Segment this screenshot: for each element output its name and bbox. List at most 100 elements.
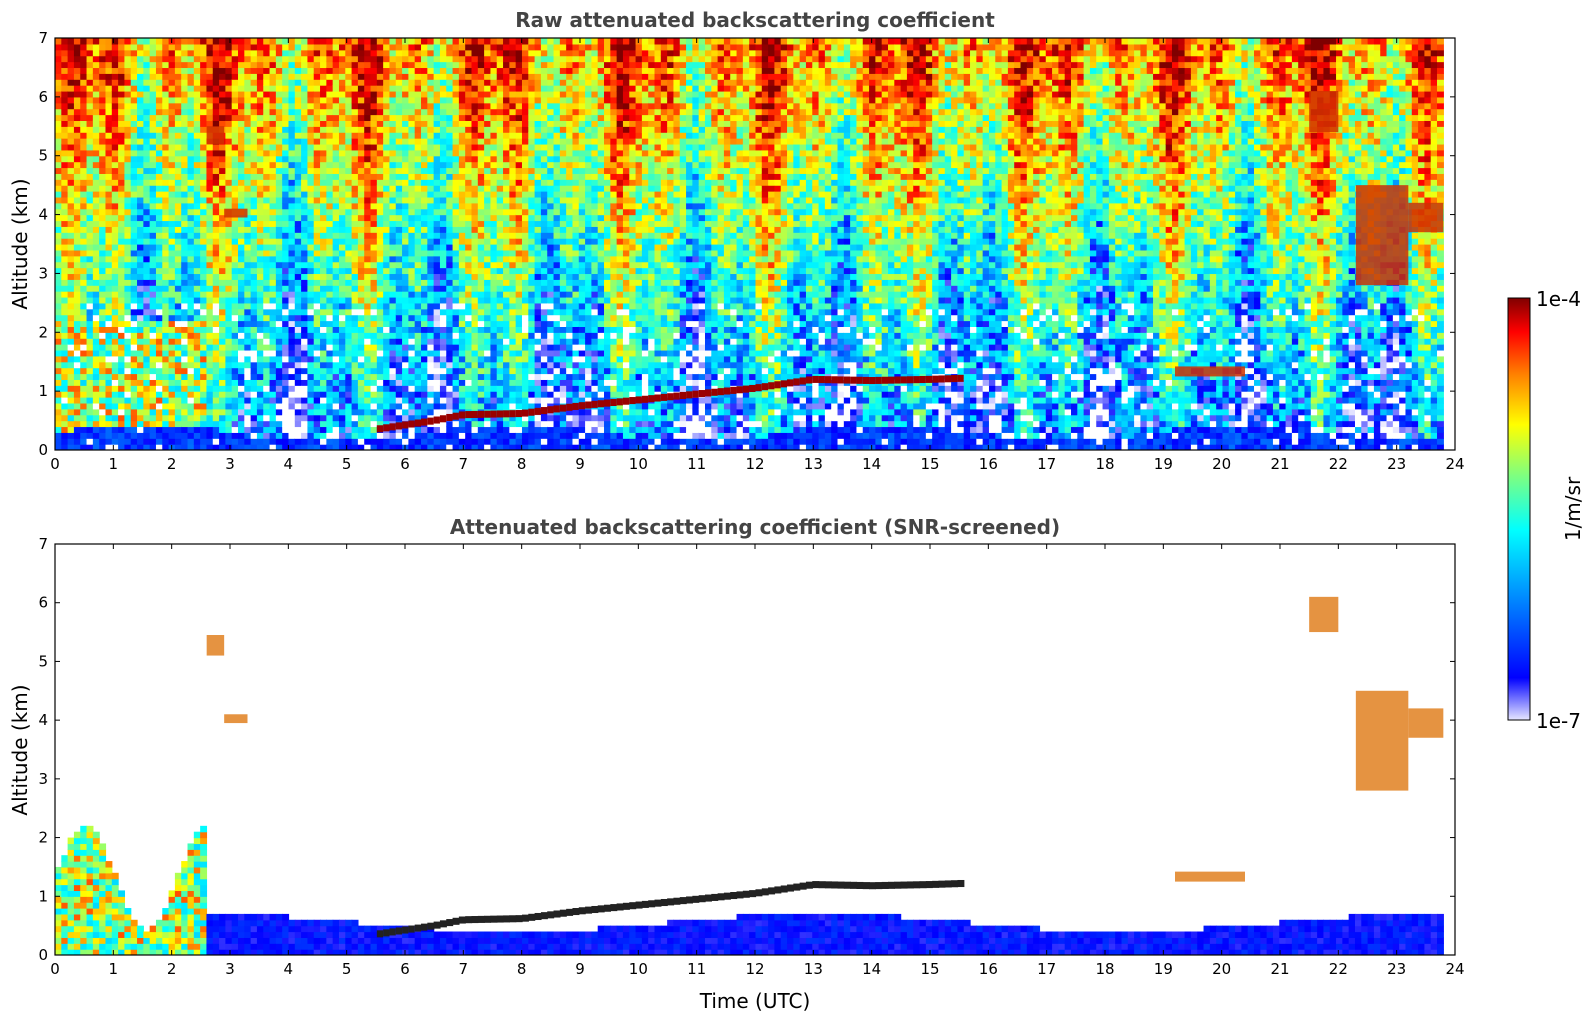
heatmap-cell <box>427 267 435 275</box>
heatmap-cell <box>427 314 435 322</box>
heatmap-cell <box>111 179 119 186</box>
heatmap-cell <box>86 49 94 57</box>
heatmap-cell <box>364 302 372 310</box>
heatmap-cell <box>55 220 62 227</box>
heatmap-cell <box>345 102 353 110</box>
heatmap-cell <box>351 314 359 322</box>
heatmap-cell <box>238 308 245 316</box>
heatmap-cell <box>130 296 138 304</box>
heatmap-cell <box>137 273 144 280</box>
heatmap-cell <box>124 38 132 45</box>
heatmap-cell <box>414 273 422 280</box>
heatmap-cell <box>446 108 454 116</box>
heatmap-cell <box>92 408 100 416</box>
heatmap-cell <box>111 438 119 445</box>
heatmap-cell <box>320 285 327 292</box>
heatmap-cell <box>263 438 271 445</box>
heatmap-cell <box>439 120 447 127</box>
heatmap-cell <box>465 49 473 57</box>
heatmap-cell <box>80 279 88 286</box>
heatmap-cell <box>421 49 428 57</box>
heatmap-cell <box>338 314 346 322</box>
heatmap-cell <box>351 173 359 180</box>
heatmap-cell <box>395 373 403 380</box>
heatmap-cell <box>86 273 94 280</box>
heatmap-cell <box>275 126 283 133</box>
heatmap-cell <box>496 391 504 398</box>
heatmap-cell <box>105 38 113 45</box>
heatmap-cell <box>86 391 94 398</box>
heatmap-cell <box>212 302 220 310</box>
heatmap-cell <box>155 208 163 216</box>
heatmap-cell <box>238 114 245 121</box>
heatmap-cell <box>73 273 81 280</box>
heatmap-cell <box>357 143 365 151</box>
heatmap-cell <box>256 55 264 63</box>
heatmap-cell <box>212 402 220 410</box>
heatmap-cell <box>92 432 100 439</box>
heatmap-cell <box>250 214 258 222</box>
heatmap-cell <box>364 414 372 422</box>
heatmap-cell <box>61 291 69 298</box>
heatmap-cell <box>155 420 163 428</box>
heatmap-cell <box>244 402 252 410</box>
heatmap-cell <box>80 326 88 333</box>
heatmap-cell <box>332 344 340 351</box>
heatmap-cell <box>320 191 327 198</box>
heatmap-cell <box>73 90 81 98</box>
heatmap-cell <box>490 426 498 433</box>
heatmap-cell <box>250 55 258 63</box>
heatmap-cell <box>212 173 220 180</box>
heatmap-cell <box>307 344 315 351</box>
heatmap-cell <box>490 338 498 345</box>
heatmap-cell <box>238 367 245 375</box>
heatmap-cell <box>357 332 365 339</box>
heatmap-cell <box>111 379 119 386</box>
heatmap-cell <box>168 226 176 233</box>
heatmap-cell <box>149 344 157 351</box>
heatmap-cell <box>118 367 126 375</box>
heatmap-cell <box>67 338 75 345</box>
heatmap-cell <box>294 67 302 74</box>
heatmap-cell <box>427 273 435 280</box>
heatmap-cell <box>86 79 94 86</box>
heatmap-cell <box>168 73 176 80</box>
heatmap-cell <box>67 438 75 445</box>
heatmap-cell <box>439 173 447 180</box>
heatmap-cell <box>67 138 75 145</box>
heatmap-cell <box>307 102 315 110</box>
heatmap-cell <box>326 232 334 239</box>
heatmap-cell <box>452 55 460 63</box>
heatmap-cell <box>490 214 498 222</box>
heatmap-cell <box>231 214 239 222</box>
heatmap-cell <box>174 408 182 416</box>
heatmap-cell <box>149 261 157 269</box>
heatmap-cell <box>490 226 498 233</box>
heatmap-cell <box>282 232 290 239</box>
heatmap-cell <box>225 55 233 63</box>
heatmap-cell <box>162 73 170 80</box>
heatmap-cell <box>446 38 454 45</box>
heatmap-cell <box>105 55 113 63</box>
heatmap-cell <box>162 349 170 357</box>
heatmap-cell <box>313 432 321 439</box>
heatmap-cell <box>250 373 258 380</box>
heatmap-cell <box>80 249 88 257</box>
heatmap-cell <box>143 55 151 63</box>
heatmap-cell <box>288 49 296 57</box>
heatmap-cell <box>238 202 245 210</box>
heatmap-cell <box>193 420 201 428</box>
heatmap-cell <box>439 385 447 392</box>
heatmap-cell <box>351 149 359 157</box>
heatmap-cell <box>383 126 391 133</box>
heatmap-cell <box>332 220 340 227</box>
heatmap-cell <box>187 232 195 239</box>
heatmap-cell <box>67 73 75 80</box>
heatmap-cell <box>402 143 409 151</box>
heatmap-cell <box>130 279 138 286</box>
heatmap-cell <box>282 43 290 51</box>
heatmap-cell <box>155 397 163 404</box>
heatmap-cell <box>174 332 182 339</box>
heatmap-cell <box>238 249 245 257</box>
heatmap-cell <box>111 349 119 357</box>
